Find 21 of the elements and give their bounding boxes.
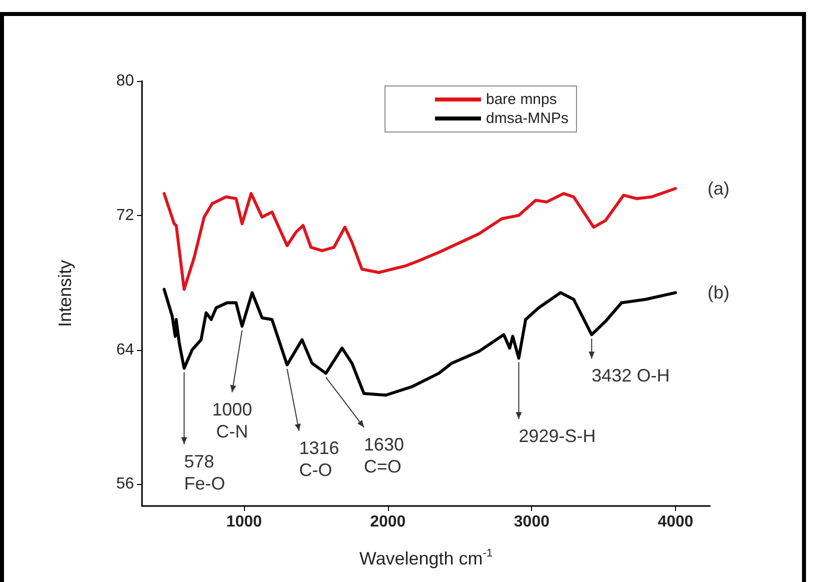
x-tick-label: 4000: [658, 514, 694, 530]
x-tick-label: 3000: [514, 514, 550, 530]
x-tick-label: 2000: [370, 514, 406, 530]
y-tick-label: 80: [116, 72, 134, 90]
x-tick-label: 1000: [226, 514, 262, 530]
y-tick-label: 64: [116, 341, 134, 358]
annotation: 578 Fe-O: [184, 451, 226, 494]
annotation: 1316 C-O: [299, 438, 340, 480]
annotation: 1000 C-N: [212, 399, 252, 442]
y-tick-label: 72: [116, 206, 134, 224]
annotation: 2929-S-H: [518, 426, 596, 446]
line-series: [162, 187, 677, 291]
y-axis-title: Intensity: [55, 260, 75, 328]
line-series: [162, 288, 677, 397]
legend-label: bare mnps: [486, 91, 557, 108]
annotation: 3432 O-H: [592, 366, 670, 386]
annotation: 1630 C=O: [364, 434, 404, 476]
annotation: (a): [707, 178, 730, 199]
annotation: (b): [707, 282, 730, 303]
legend-label: dmsa-MNPs: [486, 110, 569, 127]
y-tick-label: 56: [116, 476, 134, 493]
